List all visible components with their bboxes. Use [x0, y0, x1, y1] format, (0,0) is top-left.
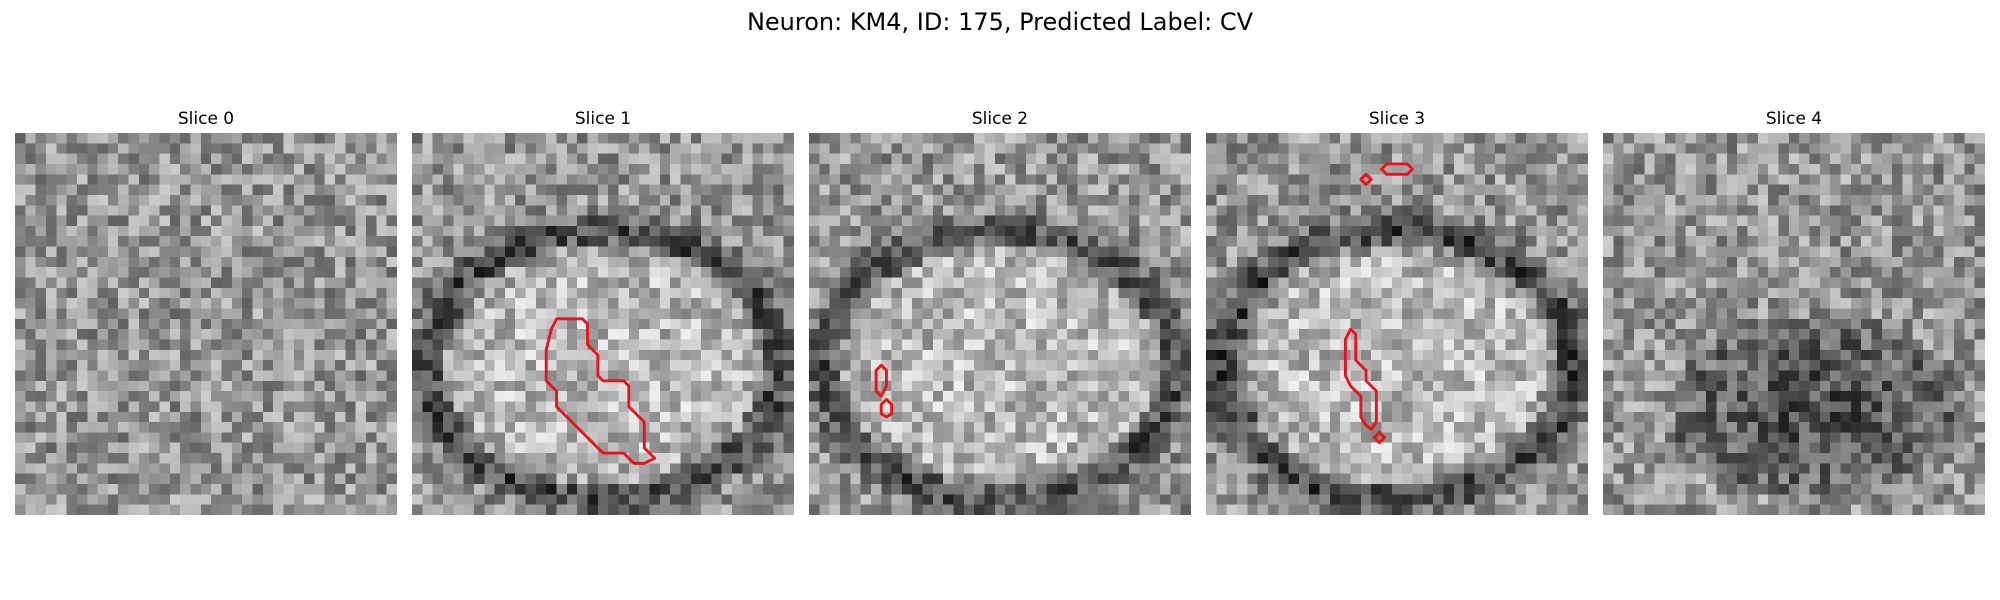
panel-title: Slice 1 [574, 109, 632, 129]
panel-title: Slice 3 [1368, 109, 1426, 129]
slice-image [15, 133, 397, 515]
panel-slice-4: Slice 4 [1603, 108, 1985, 515]
panel-title: Slice 0 [177, 109, 235, 129]
segmentation-contour [879, 397, 894, 419]
panel-title: Slice 4 [1765, 109, 1823, 129]
segmentation-contour [1343, 327, 1378, 431]
panel-title: Slice 2 [971, 109, 1029, 129]
panel-slice-3: Slice 3 [1206, 108, 1588, 515]
segmentation-contour [874, 363, 888, 398]
panel-slice-1: Slice 1 [412, 108, 794, 515]
slice-image [1603, 133, 1985, 515]
segmentation-contour [1359, 172, 1373, 187]
figure-title: Neuron: KM4, ID: 175, Predicted Label: C… [746, 8, 1254, 36]
panel-slice-2: Slice 2 [809, 108, 1191, 515]
slice-image [1206, 133, 1588, 515]
panel-slice-0: Slice 0 [15, 108, 397, 515]
segmentation-contour [1380, 162, 1414, 176]
segmentation-contour [1372, 430, 1387, 445]
slice-image [412, 133, 794, 515]
segmentation-contour [544, 317, 657, 465]
slice-image [809, 133, 1191, 515]
